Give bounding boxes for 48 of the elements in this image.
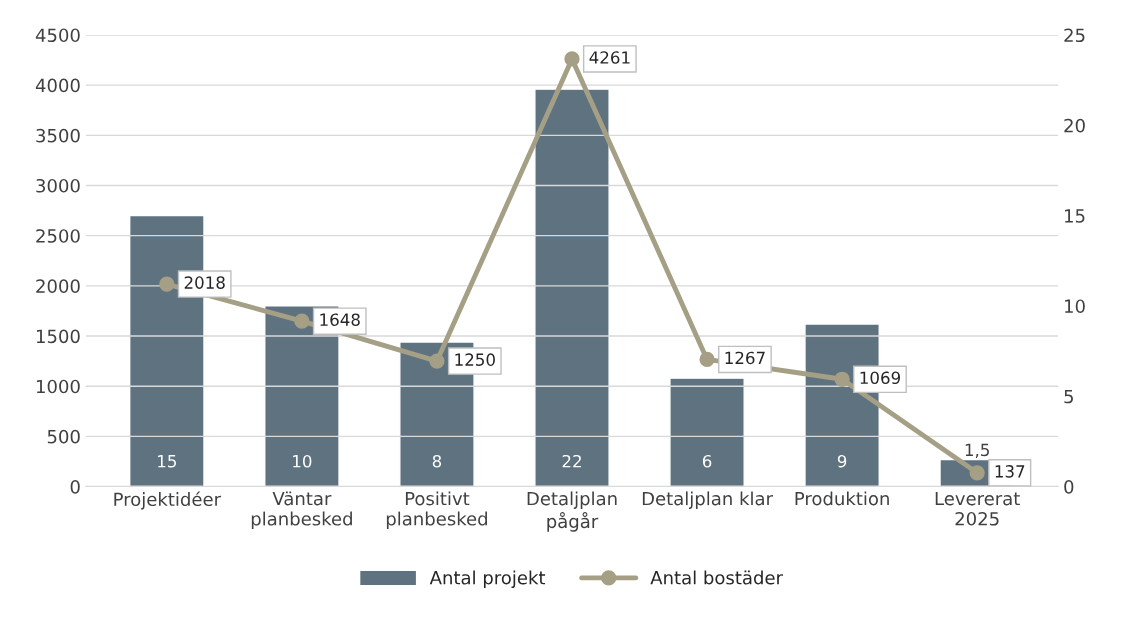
y2-tick-label: 5 <box>1064 389 1073 404</box>
y2-tick-label: 15 <box>1065 209 1085 223</box>
data-label: 15 <box>158 455 176 468</box>
y-tick-label: 4000 <box>35 78 80 93</box>
data-label: 1250 <box>455 353 495 366</box>
data-label: 1648 <box>320 313 360 326</box>
point <box>429 353 445 369</box>
y-tick-label: 2000 <box>36 279 80 293</box>
y2-tick-label: 25 <box>1064 28 1085 43</box>
data-label: 2018 <box>184 276 225 289</box>
legend-label: Antal projekt <box>429 570 546 588</box>
x-tick-label: Positivt planbesked <box>386 491 487 530</box>
x-tick-label: Projektidéer <box>114 491 222 510</box>
y-tick-label: 1000 <box>36 379 80 394</box>
y2-tick-label: 10 <box>1065 299 1085 314</box>
x-tick-label: Väntar planbesked <box>251 491 352 530</box>
y-tick-label: 1500 <box>36 329 80 344</box>
y-tick-label: 3000 <box>36 178 80 193</box>
data-label: 9 <box>837 454 847 468</box>
y-tick-label: 0 <box>70 480 80 494</box>
y-tick-label: 2500 <box>36 229 80 243</box>
point <box>294 313 310 329</box>
x-tick-label: Levererat 2025 <box>935 491 1020 526</box>
data-label: 10 <box>293 454 312 468</box>
data-label: 6 <box>702 454 712 468</box>
data-label: 137 <box>995 465 1025 478</box>
data-label: 22 <box>562 454 581 468</box>
data-label: 1069 <box>860 371 901 385</box>
y-tick-label: 4500 <box>35 28 80 43</box>
point <box>699 351 715 368</box>
y2-tick-label: 0 <box>1064 480 1074 494</box>
point <box>969 465 985 481</box>
data-label: 1,5 <box>965 443 989 458</box>
x-tick-label: Detaljplan klar <box>642 491 773 509</box>
x-tick-label: Detaljplan pågår <box>527 491 617 532</box>
y2-tick-label: 20 <box>1064 118 1085 133</box>
bar <box>669 377 745 487</box>
y-tick-label: 3500 <box>36 128 80 143</box>
y-tick-label: 500 <box>47 429 80 444</box>
bar <box>534 88 610 487</box>
data-label: 1267 <box>725 351 765 365</box>
data-label: 8 <box>432 454 442 468</box>
point <box>159 276 175 292</box>
legend-label: Antal bostäder <box>650 570 783 585</box>
point <box>564 51 580 67</box>
data-label: 4261 <box>589 51 630 64</box>
x-tick-label: Produktion <box>795 491 889 506</box>
point <box>834 371 850 387</box>
